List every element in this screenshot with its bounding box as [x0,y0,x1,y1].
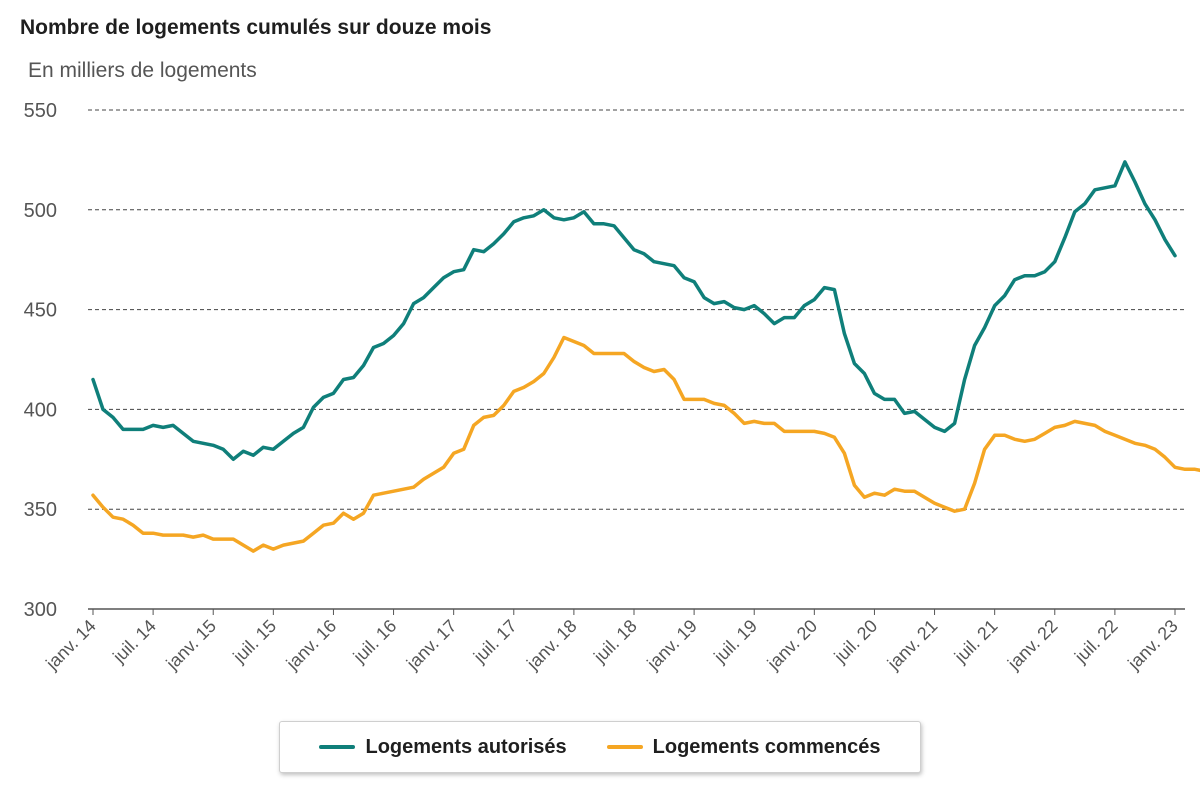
y-tick-label: 500 [24,200,57,222]
legend-item-autorises: Logements autorisés [319,735,567,759]
chart-title: Nombre de logements cumulés sur douze mo… [20,16,492,39]
y-tick-label: 450 [24,300,57,322]
y-tick-label: 400 [24,399,57,421]
y-tick-label: 550 [24,100,57,122]
legend-label-commences: Logements commencés [652,735,881,758]
x-tick-label: janv. 23 [1123,616,1181,674]
legend-item-commences: Logements commencés [606,735,881,759]
x-tick-label: juil. 15 [229,616,281,668]
legend-swatch-autorises [319,745,356,749]
x-tick-label: janv. 19 [642,616,700,674]
x-tick-label: juil. 18 [589,616,641,668]
x-tick-label: janv. 22 [1003,616,1061,674]
x-tick-label: janv. 21 [883,616,941,674]
x-tick-label: juil. 16 [349,616,401,668]
series-line-autorises [91,160,1177,462]
legend-swatch-commences [606,745,643,749]
chart-legend: Logements autorisés Logements commencés [279,721,921,773]
x-tick-label: juil. 19 [709,616,761,668]
x-tick-label: janv. 20 [763,616,821,674]
x-tick-label: juil. 17 [469,616,521,668]
x-tick-label: juil. 22 [1070,616,1122,668]
x-tick-label: juil. 21 [950,616,1002,668]
series-line-commences [91,335,1200,553]
x-tick-label: janv. 14 [41,616,99,674]
x-tick-label: janv. 18 [522,616,580,674]
x-tick-label: juil. 20 [830,616,882,668]
chart-subtitle: En milliers de logements [28,59,257,82]
x-tick-label: janv. 17 [402,616,460,674]
y-tick-label: 300 [24,599,57,621]
y-tick-label: 350 [24,499,57,521]
legend-label-autorises: Logements autorisés [365,735,567,758]
x-tick-label: janv. 16 [282,616,340,674]
x-tick-label: juil. 14 [108,616,160,668]
x-tick-label: janv. 15 [162,616,220,674]
